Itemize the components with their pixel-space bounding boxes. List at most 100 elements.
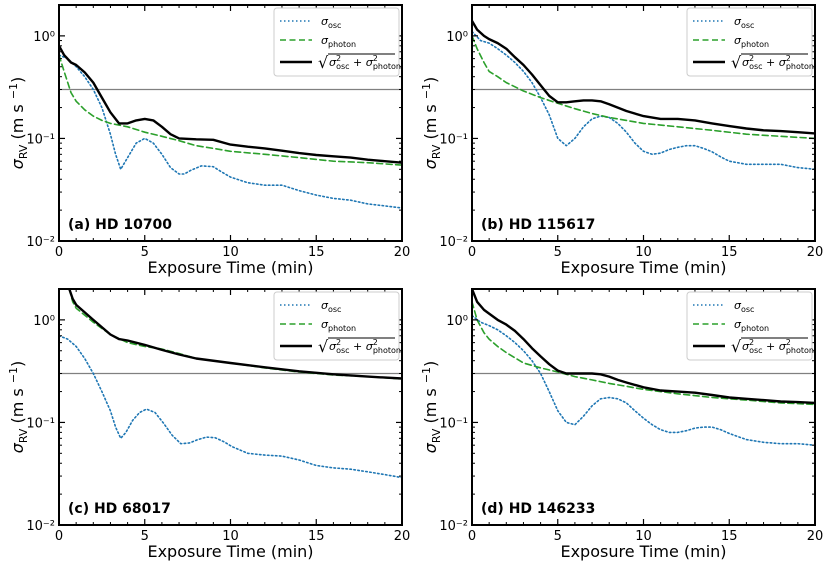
legend-sub: photon	[373, 346, 401, 355]
legend-sub: photon	[786, 62, 814, 71]
y-tick-label: 10⁰	[446, 30, 468, 45]
series-group	[59, 44, 402, 209]
legend-sup: 2	[373, 54, 378, 63]
y-label-units: (m s	[421, 99, 440, 144]
legend-sup: 2	[336, 338, 341, 347]
legend-sigma: σ	[734, 318, 742, 331]
series-group	[59, 289, 402, 479]
legend-sigma: σ	[742, 56, 750, 69]
series-group	[472, 289, 815, 447]
legend-sub: osc	[741, 21, 754, 30]
x-tick-label: 15	[721, 245, 738, 260]
legend-sup: 2	[336, 54, 341, 63]
y-label-close: )	[421, 77, 440, 83]
legend-frame	[273, 7, 400, 77]
legend-sigma: σ	[321, 299, 329, 312]
x-tick-label: 15	[308, 245, 325, 260]
legend-sigma: σ	[779, 56, 787, 69]
y-label-sub: RV	[430, 428, 443, 443]
y-axis-label: σRV (m s −1)	[420, 361, 443, 454]
y-label-close: )	[8, 361, 27, 367]
legend-sub: osc	[336, 346, 349, 355]
total-line	[59, 44, 402, 164]
y-label-close: )	[8, 77, 27, 83]
legend-label-photon: σphoton	[734, 318, 769, 333]
y-axis-label: σRV (m s −1)	[7, 77, 30, 170]
y-label-units: (m s	[8, 383, 27, 428]
y-label-close: )	[421, 361, 440, 367]
legend-label-osc: σosc	[734, 15, 754, 30]
photon-line	[472, 300, 815, 406]
legend-sqrt: √	[318, 337, 329, 356]
y-label-sub: RV	[17, 428, 30, 443]
x-tick-label: 20	[807, 529, 824, 544]
y-tick-label: 10⁻²	[439, 519, 468, 534]
legend-sigma: σ	[321, 15, 329, 28]
x-tick-label: 10	[635, 529, 652, 544]
legend-plus: +	[763, 340, 779, 353]
y-label-units: (m s	[8, 99, 27, 144]
legend-label-total: σ2 osc + σ2 photon	[742, 54, 814, 71]
total-line	[472, 289, 815, 405]
total-line	[68, 289, 402, 380]
total-line	[472, 19, 815, 135]
legend-sup: 2	[749, 54, 754, 63]
panel-title: (c) HD 68017	[68, 501, 171, 517]
osc-line	[472, 314, 815, 447]
y-label-exp: −1	[420, 83, 433, 99]
legend-sub: photon	[741, 40, 769, 49]
legend-sigma: σ	[366, 340, 374, 353]
legend-sup: 2	[786, 54, 791, 63]
y-label-sub: RV	[17, 144, 30, 159]
legend-plus: +	[350, 340, 366, 353]
x-tick-label: 0	[468, 245, 476, 260]
legend-plus: +	[763, 56, 779, 69]
legend-label-photon: σphoton	[734, 34, 769, 49]
y-label-sigma: σ	[8, 158, 27, 169]
x-tick-label: 0	[55, 529, 63, 544]
legend-sigma: σ	[329, 340, 337, 353]
y-label-exp: −1	[7, 83, 20, 99]
y-tick-label: 10⁰	[33, 30, 55, 45]
legend-label-total: σ2 osc + σ2 photon	[329, 338, 401, 355]
photon-line	[59, 54, 402, 166]
legend-sup: 2	[786, 338, 791, 347]
x-axis-label: Exposure Time (min)	[560, 542, 726, 561]
legend-sub: photon	[786, 346, 814, 355]
y-tick-label: 10⁻¹	[439, 416, 468, 431]
y-label-sigma: σ	[421, 442, 440, 453]
legend-sub: photon	[328, 324, 356, 333]
series-group	[472, 19, 815, 171]
legend-sub: photon	[328, 40, 356, 49]
x-tick-label: 10	[635, 245, 652, 260]
legend-sup: 2	[373, 338, 378, 347]
legend-label-photon: σphoton	[321, 318, 356, 333]
y-tick-label: 10⁰	[446, 314, 468, 329]
legend-label-total: σ2 osc + σ2 photon	[329, 54, 401, 71]
x-tick-label: 5	[554, 529, 562, 544]
y-label-exp: −1	[420, 367, 433, 383]
y-tick-label: 10⁻²	[439, 235, 468, 250]
x-tick-label: 5	[554, 245, 562, 260]
x-tick-label: 20	[807, 245, 824, 260]
legend-sub: photon	[373, 62, 401, 71]
legend-sub: osc	[328, 21, 341, 30]
legend-sigma: σ	[734, 34, 742, 47]
x-axis-label: Exposure Time (min)	[147, 258, 313, 277]
legend-sigma: σ	[329, 56, 337, 69]
y-tick-label: 10⁻²	[26, 519, 55, 534]
x-tick-label: 5	[141, 529, 149, 544]
x-tick-label: 0	[55, 245, 63, 260]
legend-frame	[686, 291, 813, 361]
legend-label-total: σ2 osc + σ2 photon	[742, 338, 814, 355]
y-label-exp: −1	[7, 367, 20, 383]
legend-sub: osc	[749, 346, 762, 355]
x-tick-label: 20	[394, 529, 411, 544]
legend-label-osc: σosc	[321, 299, 341, 314]
y-tick-label: 10⁰	[33, 314, 55, 329]
